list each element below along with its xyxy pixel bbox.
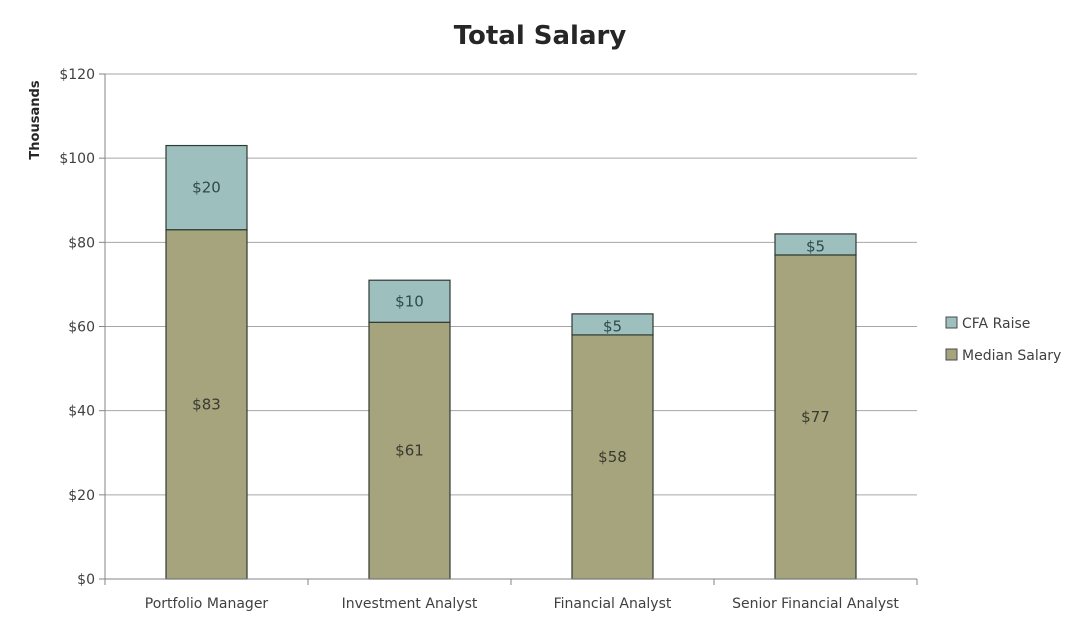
chart-title: Total Salary: [454, 21, 627, 51]
x-category-label: Financial Analyst: [554, 596, 672, 612]
data-label: $5: [603, 317, 622, 335]
data-label: $58: [598, 448, 627, 466]
y-tick-label: $80: [68, 235, 95, 251]
y-tick-label: $100: [59, 151, 95, 167]
y-tick-label: $120: [59, 67, 95, 83]
bars: $83 $20 $61 $10 $58 $5 $77 $5: [165, 144, 857, 580]
x-axis-categories: Portfolio Manager Investment Analyst Finan…: [145, 596, 900, 612]
legend-label: CFA Raise: [962, 316, 1030, 332]
bar-median-salary: [165, 229, 248, 580]
axes: [104, 74, 918, 585]
data-label: $5: [806, 237, 825, 255]
data-label: $83: [192, 395, 221, 413]
legend: CFA Raise Median Salary: [945, 316, 1061, 364]
x-category-label: Investment Analyst: [342, 596, 478, 612]
bar-median-salary: [571, 334, 654, 580]
bar-median-salary: [774, 254, 857, 580]
y-axis-label: Thousands: [28, 80, 43, 159]
bar-cfa-raise: [571, 313, 654, 336]
data-label: $10: [395, 292, 424, 310]
y-tick-label: $20: [68, 488, 95, 504]
legend-swatch-cfa-raise: [945, 316, 958, 329]
legend-label: Median Salary: [962, 348, 1061, 364]
data-label: $20: [192, 179, 221, 197]
x-category-label: Portfolio Manager: [145, 596, 269, 612]
x-category-label: Senior Financial Analyst: [732, 596, 899, 612]
data-label: $61: [395, 442, 424, 460]
bar-cfa-raise: [774, 233, 857, 256]
legend-swatch-median-salary: [945, 348, 958, 361]
data-label: $77: [801, 408, 830, 426]
y-tick-label: $60: [68, 320, 95, 336]
bar-cfa-raise: [165, 144, 248, 231]
y-tick-label: $0: [77, 572, 95, 588]
bar-cfa-raise: [368, 279, 451, 323]
bar-median-salary: [368, 321, 451, 580]
y-tick-label: $40: [68, 404, 95, 420]
y-axis-ticks: $0 $20 $40 $60 $80 $100 $120: [59, 67, 105, 588]
